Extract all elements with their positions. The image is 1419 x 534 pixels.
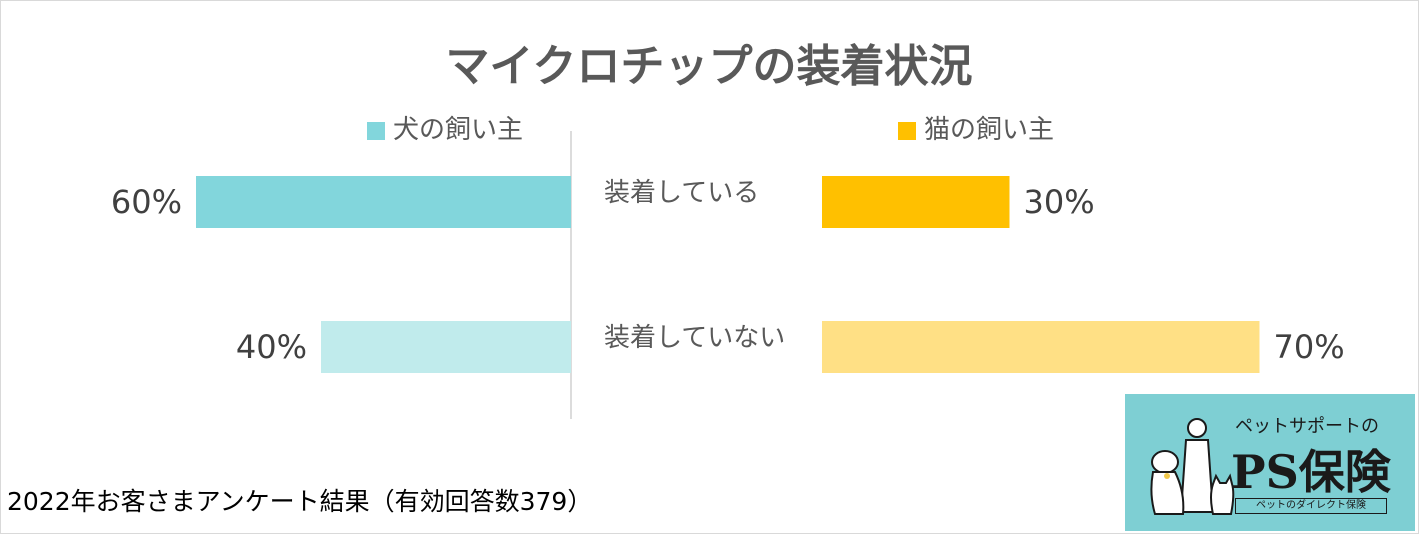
footnote: 2022年お客さまアンケート結果（有効回答数379） xyxy=(7,487,593,516)
legend-label-left: 犬の飼い主 xyxy=(393,115,523,145)
legend: 犬の飼い主 猫の飼い主 xyxy=(367,115,1054,145)
legend-label-right: 猫の飼い主 xyxy=(924,115,1054,145)
ps-insurance-logo: ペットサポートの PS保険 ペットのダイレクト保険 xyxy=(1125,394,1415,531)
pets-illustration-icon xyxy=(1150,418,1235,515)
category-label-2: 装着していない xyxy=(604,323,785,353)
category-label-1: 装着している xyxy=(604,178,759,208)
legend-swatch-right xyxy=(898,122,916,140)
logo-top-text: ペットサポートの xyxy=(1235,416,1379,437)
chart-title: マイクロチップの装着状況 xyxy=(445,41,972,92)
legend-swatch-left xyxy=(367,122,385,140)
bar-cat-1 xyxy=(822,176,1010,228)
bar-dog-2 xyxy=(321,321,571,373)
logo-main-text: PS保険 xyxy=(1231,445,1391,499)
value-label-dog-1: 60% xyxy=(111,183,182,221)
bar-dog-1 xyxy=(196,176,571,228)
value-label-cat-2: 70% xyxy=(1274,328,1345,366)
value-label-cat-1: 30% xyxy=(1024,183,1095,221)
bars: 60% 装着している 30% 40% 装着していない 70% xyxy=(111,176,1345,373)
bar-cat-2 xyxy=(822,321,1260,373)
value-label-dog-2: 40% xyxy=(236,328,307,366)
logo-sub-text: ペットのダイレクト保険 xyxy=(1235,498,1387,514)
